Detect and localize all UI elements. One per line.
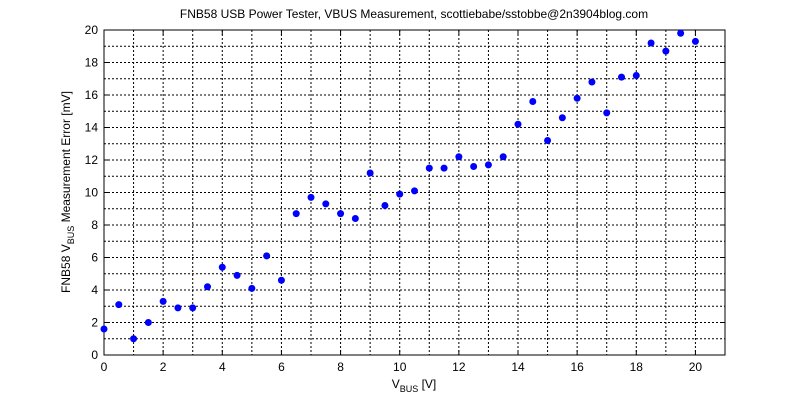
x-label-rest: [V] xyxy=(418,377,436,391)
y-axis-label: FNB58 VBUS Measurement Error [mV] xyxy=(59,91,76,293)
y-tick-label: 14 xyxy=(85,121,99,135)
point xyxy=(544,137,552,144)
point xyxy=(307,193,315,201)
y-tick-label: 16 xyxy=(85,88,99,102)
y-tick-label: 10 xyxy=(85,186,99,200)
point xyxy=(470,163,478,170)
x-tick-label: 16 xyxy=(570,360,584,374)
point xyxy=(263,252,271,260)
point xyxy=(632,72,640,79)
point xyxy=(337,210,345,218)
point xyxy=(603,109,611,117)
point xyxy=(100,325,108,333)
plot-frame xyxy=(103,29,726,356)
point xyxy=(647,39,655,47)
point xyxy=(233,271,241,279)
x-label-main: V xyxy=(392,377,400,391)
x-tick-label: 8 xyxy=(337,360,344,374)
y-tick-label: 4 xyxy=(91,283,98,297)
point xyxy=(322,200,330,208)
y-label-main: FNB58 V xyxy=(59,244,73,293)
x-tick-label: 20 xyxy=(689,360,703,374)
point xyxy=(573,94,581,102)
point xyxy=(499,153,507,161)
point xyxy=(529,98,537,105)
point xyxy=(130,335,138,343)
y-label-rest: Measurement Error [mV] xyxy=(59,91,73,226)
point xyxy=(218,263,226,271)
y-tick-label: 6 xyxy=(91,251,98,265)
x-tick-label: 2 xyxy=(160,360,167,374)
point xyxy=(248,284,256,292)
point xyxy=(174,304,182,312)
y-tick-label: 2 xyxy=(91,316,98,330)
x-tick-label: 4 xyxy=(219,360,226,374)
y-label-sub: BUS xyxy=(66,226,76,245)
chart-title: FNB58 USB Power Tester, VBUS Measurement… xyxy=(180,7,648,21)
point xyxy=(277,276,285,284)
point xyxy=(144,319,152,326)
point xyxy=(677,29,685,37)
x-tick-label: 6 xyxy=(278,360,285,374)
point xyxy=(618,73,625,81)
x-tick-label: 12 xyxy=(452,360,466,374)
point xyxy=(292,210,300,218)
point xyxy=(484,161,492,169)
point xyxy=(115,301,123,309)
point xyxy=(440,164,448,172)
y-tick-label: 12 xyxy=(85,153,99,167)
point xyxy=(691,37,699,45)
x-axis-label: VBUS [V] xyxy=(392,377,437,394)
x-label-sub: BUS xyxy=(400,384,419,394)
point xyxy=(455,153,463,161)
x-tick-label: 14 xyxy=(511,360,525,374)
x-tick-label: 0 xyxy=(101,360,108,374)
point xyxy=(514,120,522,128)
y-tick-label: 18 xyxy=(85,56,99,70)
point xyxy=(189,304,197,312)
point xyxy=(662,47,670,55)
point xyxy=(381,202,389,209)
y-tick-label: 20 xyxy=(85,23,99,37)
point xyxy=(425,164,433,172)
point xyxy=(204,283,211,291)
point xyxy=(396,190,404,198)
x-tick-label: 18 xyxy=(630,360,644,374)
point xyxy=(366,169,374,177)
point xyxy=(588,78,596,86)
point xyxy=(411,187,418,195)
x-tick-label: 10 xyxy=(393,360,407,374)
y-tick-label: 8 xyxy=(91,218,98,232)
point xyxy=(351,215,359,222)
point xyxy=(159,297,167,305)
y-tick-label: 0 xyxy=(91,348,98,362)
point xyxy=(558,114,566,122)
